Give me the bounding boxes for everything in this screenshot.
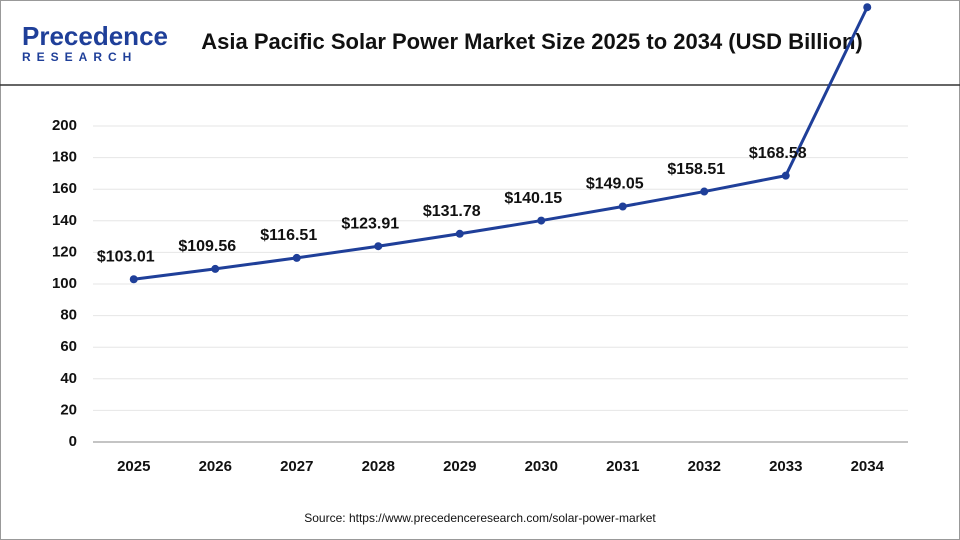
logo-tagline: RESEARCH: [22, 50, 137, 64]
data-label: $123.91: [341, 215, 399, 232]
y-tick-label: 60: [60, 338, 77, 355]
y-tick-label: 200: [52, 117, 77, 134]
y-tick-label: 0: [69, 433, 77, 450]
x-tick-label: 2029: [443, 458, 476, 475]
y-tick-label: 100: [52, 275, 77, 292]
line: [133, 6, 869, 281]
source: Source: https://www.precedenceresearch.c…: [304, 511, 656, 525]
data-label: $158.51: [667, 161, 725, 178]
data-label: $131.78: [423, 203, 481, 220]
point: [211, 264, 220, 273]
point: [129, 275, 138, 284]
point: [537, 216, 546, 225]
point: [618, 202, 627, 211]
logo-name: Precedence: [22, 21, 168, 51]
x-tick-label: 2033: [769, 458, 802, 475]
point: [455, 229, 464, 238]
x-tick-label: 2034: [851, 458, 885, 475]
point: [863, 3, 872, 12]
y-tick-label: 20: [60, 401, 77, 418]
data-label: $109.56: [178, 238, 236, 255]
y-tick-label: 180: [52, 149, 77, 166]
data-label: $103.01: [97, 248, 155, 265]
point: [700, 187, 709, 196]
y-tick-label: 40: [60, 370, 77, 387]
data-label: $149.05: [586, 176, 644, 193]
x-tick-label: 2032: [688, 458, 721, 475]
point: [781, 171, 790, 180]
point: [292, 253, 301, 262]
data-label: $116.51: [260, 227, 317, 244]
x-tick-label: 2031: [606, 458, 639, 475]
point: [374, 242, 383, 251]
y-tick-label: 120: [52, 243, 77, 260]
y-tick-label: 160: [52, 180, 77, 197]
data-label: $140.15: [504, 190, 562, 207]
x-tick-label: 2028: [362, 458, 395, 475]
x-tick-label: 2026: [199, 458, 232, 475]
chart-title: Asia Pacific Solar Power Market Size 202…: [201, 29, 862, 54]
data-label: $168.58: [749, 145, 807, 162]
y-tick-label: 80: [60, 307, 77, 324]
x-tick-label: 2030: [525, 458, 558, 475]
y-tick-label: 140: [52, 212, 77, 229]
x-tick-label: 2027: [280, 458, 313, 475]
x-tick-label: 2025: [117, 458, 150, 475]
